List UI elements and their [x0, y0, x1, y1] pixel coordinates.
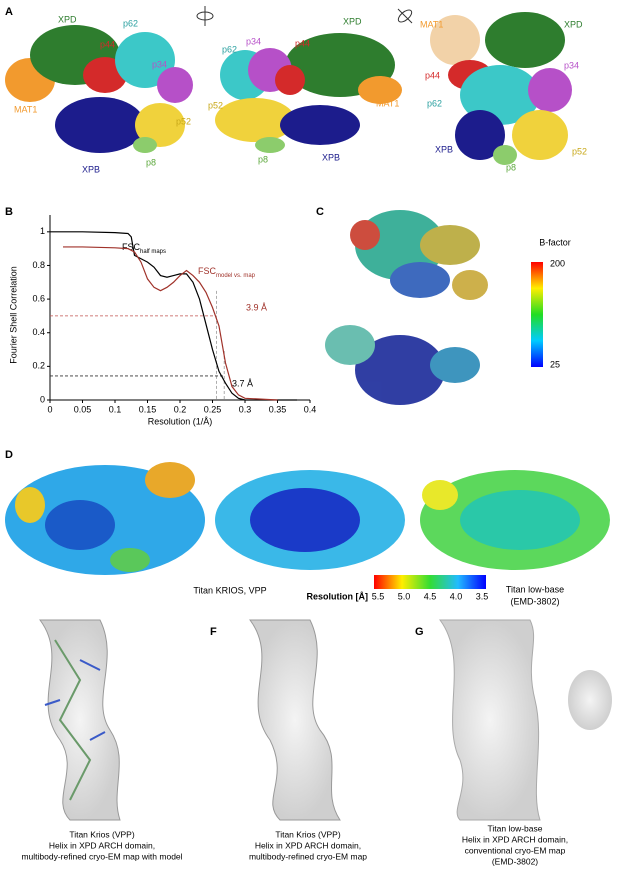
label: p44: [295, 38, 310, 48]
x-axis-label: Resolution (1/Å): [148, 416, 213, 426]
label: p62: [427, 98, 442, 108]
annotation: 3.9 Å: [246, 302, 267, 312]
label: p34: [564, 60, 579, 70]
caption: (EMD-3802): [492, 856, 538, 866]
caption: multibody-refined cryo-EM map: [249, 851, 367, 861]
label: p44: [425, 70, 440, 80]
colorbar-title: Resolution [Å]: [307, 591, 369, 601]
density-panels: [0, 619, 612, 821]
x-tick-label: 0.2: [174, 404, 187, 414]
panel-letter: G: [415, 626, 424, 638]
bfactor-models: [325, 210, 488, 405]
label: XPB: [322, 152, 340, 162]
y-tick-label: 0.2: [32, 361, 45, 371]
map-label: (EMD-3802): [510, 596, 559, 606]
annotation: 3.7 Å: [232, 378, 253, 388]
annotation: FSCmodel vs. map: [198, 266, 256, 278]
panel-letter: D: [5, 449, 13, 461]
label: p8: [506, 162, 516, 172]
colorbar: [374, 575, 486, 589]
y-tick-label: 0: [40, 394, 45, 404]
label: p8: [258, 154, 268, 164]
label: p52: [208, 100, 223, 110]
label: MAT1: [376, 98, 399, 108]
x-tick-label: 0.35: [269, 404, 287, 414]
fsc-line: [63, 246, 278, 401]
y-axis-label: Fourier Shell Correlation: [8, 266, 18, 364]
label: p62: [123, 18, 138, 28]
caption: Titan Krios (VPP): [275, 829, 341, 839]
x-tick-label: 0.1: [109, 404, 122, 414]
fsc-line: [50, 231, 297, 401]
label: p52: [572, 146, 587, 156]
y-tick-label: 1: [40, 226, 45, 236]
label: XPD: [564, 19, 583, 29]
x-tick-label: 0.05: [74, 404, 92, 414]
panel-letter: F: [210, 626, 217, 638]
colorbar-label: 4.5: [424, 591, 437, 601]
label: p34: [246, 36, 261, 46]
panel-letter: B: [5, 206, 13, 218]
map-label: Titan low-base: [506, 584, 564, 594]
map-view-2: [215, 33, 402, 153]
fsc-chart: FSChalf maps FSCmodel vs. map 3.9 Å 3.7 …: [8, 215, 316, 426]
x-tick-label: 0.3: [239, 404, 252, 414]
colorbar-title: B-factor: [539, 237, 571, 247]
label: p62: [222, 44, 237, 54]
colorbar: [531, 262, 543, 367]
label: XPD: [343, 16, 362, 26]
colorbar-label: 5.0: [398, 591, 411, 601]
caption: multibody-refined cryo-EM map with model: [21, 851, 182, 861]
label: XPB: [435, 144, 453, 154]
x-tick-label: 0.4: [304, 404, 317, 414]
rotation-icon: [196, 6, 413, 26]
y-tick-label: 0.6: [32, 293, 45, 303]
colorbar-label: 4.0: [450, 591, 463, 601]
map-label: Titan KRIOS, VPP: [193, 585, 266, 595]
map-view-3: [430, 12, 572, 165]
label: p8: [146, 157, 156, 167]
caption: Helix in XPD ARCH domain,: [462, 834, 568, 844]
subunit-labels: XPD p62 p44 p34 MAT1 p52 XPB p8 XPD p62 …: [14, 14, 587, 174]
label: MAT1: [14, 104, 37, 114]
label: p44: [100, 39, 115, 49]
label: XPB: [82, 164, 100, 174]
caption: Titan Krios (VPP): [69, 829, 135, 839]
x-tick-label: 0.15: [139, 404, 157, 414]
label: MAT1: [420, 19, 443, 29]
y-tick-label: 0.8: [32, 260, 45, 270]
annotation: FSChalf maps: [122, 242, 166, 254]
colorbar-label: 25: [550, 359, 560, 369]
caption: Titan low-base: [488, 823, 543, 833]
x-tick-label: 0: [47, 404, 52, 414]
map-view-1: [5, 25, 193, 153]
label: p34: [152, 59, 167, 69]
panel-letter: C: [316, 206, 324, 218]
x-tick-label: 0.25: [204, 404, 222, 414]
label: XPD: [58, 14, 77, 24]
panel-letter: A: [5, 6, 13, 18]
local-resolution-maps: [5, 462, 610, 575]
caption: conventional cryo-EM map: [465, 845, 566, 855]
caption: Helix in XPD ARCH domain,: [49, 840, 155, 850]
label: p52: [176, 116, 191, 126]
caption: Helix in XPD ARCH domain,: [255, 840, 361, 850]
y-tick-label: 0.4: [32, 327, 45, 337]
colorbar-label: 5.5: [372, 591, 385, 601]
colorbar-label: 3.5: [476, 591, 489, 601]
colorbar-label: 200: [550, 258, 565, 268]
